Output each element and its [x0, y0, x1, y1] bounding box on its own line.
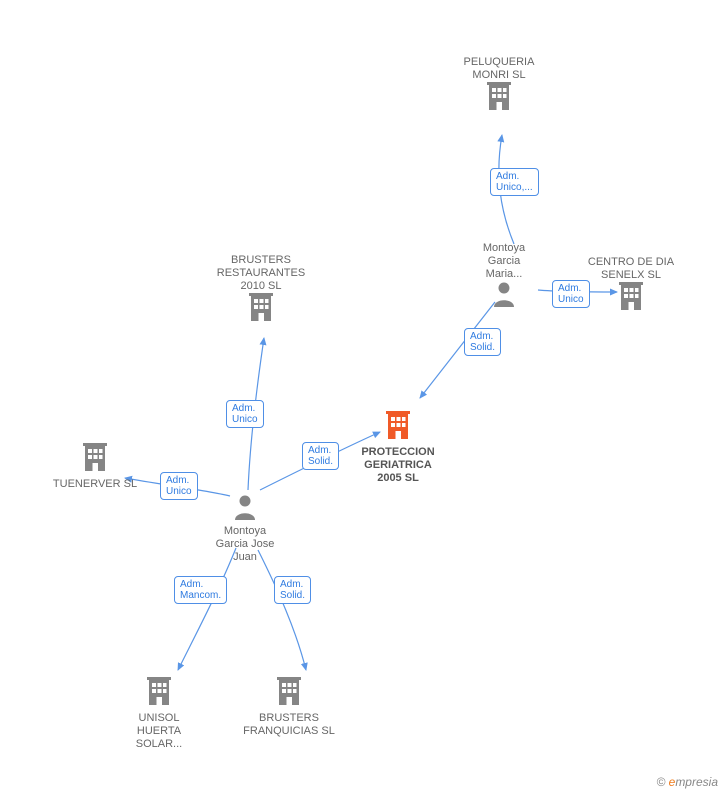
edge-label: Adm.Unico: [160, 472, 198, 500]
edges-layer: [0, 0, 728, 795]
company-node: UNISOL HUERTA SOLAR...: [127, 677, 191, 751]
building-icon-wrap: [242, 677, 336, 712]
node-label: CENTRO DE DIA SENELX SL: [587, 256, 675, 282]
edge-line: [258, 550, 306, 670]
node-label: Montoya Garcia Maria...: [473, 242, 535, 281]
person-icon: [492, 281, 516, 307]
building-icon: [275, 677, 303, 707]
person-icon-wrap: [473, 281, 535, 312]
brand-rest: mpresia: [675, 775, 718, 789]
building-icon-wrap: [587, 282, 675, 317]
edge-label: Adm.Solid.: [274, 576, 311, 604]
edge-line: [178, 548, 236, 670]
edge-label: Adm.Unico: [552, 280, 590, 308]
node-label: PELUQUERIA MONRI SL: [455, 56, 543, 82]
person-node: Montoya Garcia Maria...: [473, 242, 535, 312]
edge-label: Adm.Mancom.: [174, 576, 227, 604]
node-label: TUENERVER SL: [50, 478, 140, 491]
node-label: BRUSTERS FRANQUICIAS SL: [242, 712, 336, 738]
edge-label: Adm.Solid.: [464, 328, 501, 356]
building-icon-wrap: [127, 677, 191, 712]
building-icon-wrap: [209, 293, 313, 328]
copyright-symbol: ©: [656, 775, 665, 789]
building-icon: [485, 82, 513, 112]
node-label: UNISOL HUERTA SOLAR...: [127, 712, 191, 751]
building-icon-wrap: [455, 82, 543, 117]
company-node: TUENERVER SL: [50, 443, 140, 491]
edge-label: Adm.Unico: [226, 400, 264, 428]
footer-branding: © empresia: [656, 775, 718, 789]
building-icon: [145, 677, 173, 707]
node-label: BRUSTERS RESTAURANTES 2010 SL: [209, 254, 313, 293]
company-node: CENTRO DE DIA SENELX SL: [587, 256, 675, 317]
diagram-canvas: PELUQUERIA MONRI SL BRUSTERS RESTAURANTE…: [0, 0, 728, 795]
building-icon-wrap: [50, 443, 140, 478]
person-icon: [233, 494, 257, 520]
company-node: BRUSTERS FRANQUICIAS SL: [242, 677, 336, 738]
edge-label: Adm.Unico,...: [490, 168, 539, 196]
building-icon: [81, 443, 109, 473]
node-label: Montoya Garcia Jose Juan: [207, 525, 283, 564]
company-node: BRUSTERS RESTAURANTES 2010 SL: [209, 254, 313, 328]
building-icon-wrap: [353, 411, 443, 446]
building-icon: [384, 411, 412, 441]
company-node: PELUQUERIA MONRI SL: [455, 56, 543, 117]
building-icon: [617, 282, 645, 312]
building-icon: [247, 293, 275, 323]
company-node: PROTECCION GERIATRICA 2005 SL: [353, 411, 443, 485]
person-icon-wrap: [207, 494, 283, 525]
person-node: Montoya Garcia Jose Juan: [207, 494, 283, 564]
node-label: PROTECCION GERIATRICA 2005 SL: [353, 446, 443, 485]
edge-label: Adm.Solid.: [302, 442, 339, 470]
